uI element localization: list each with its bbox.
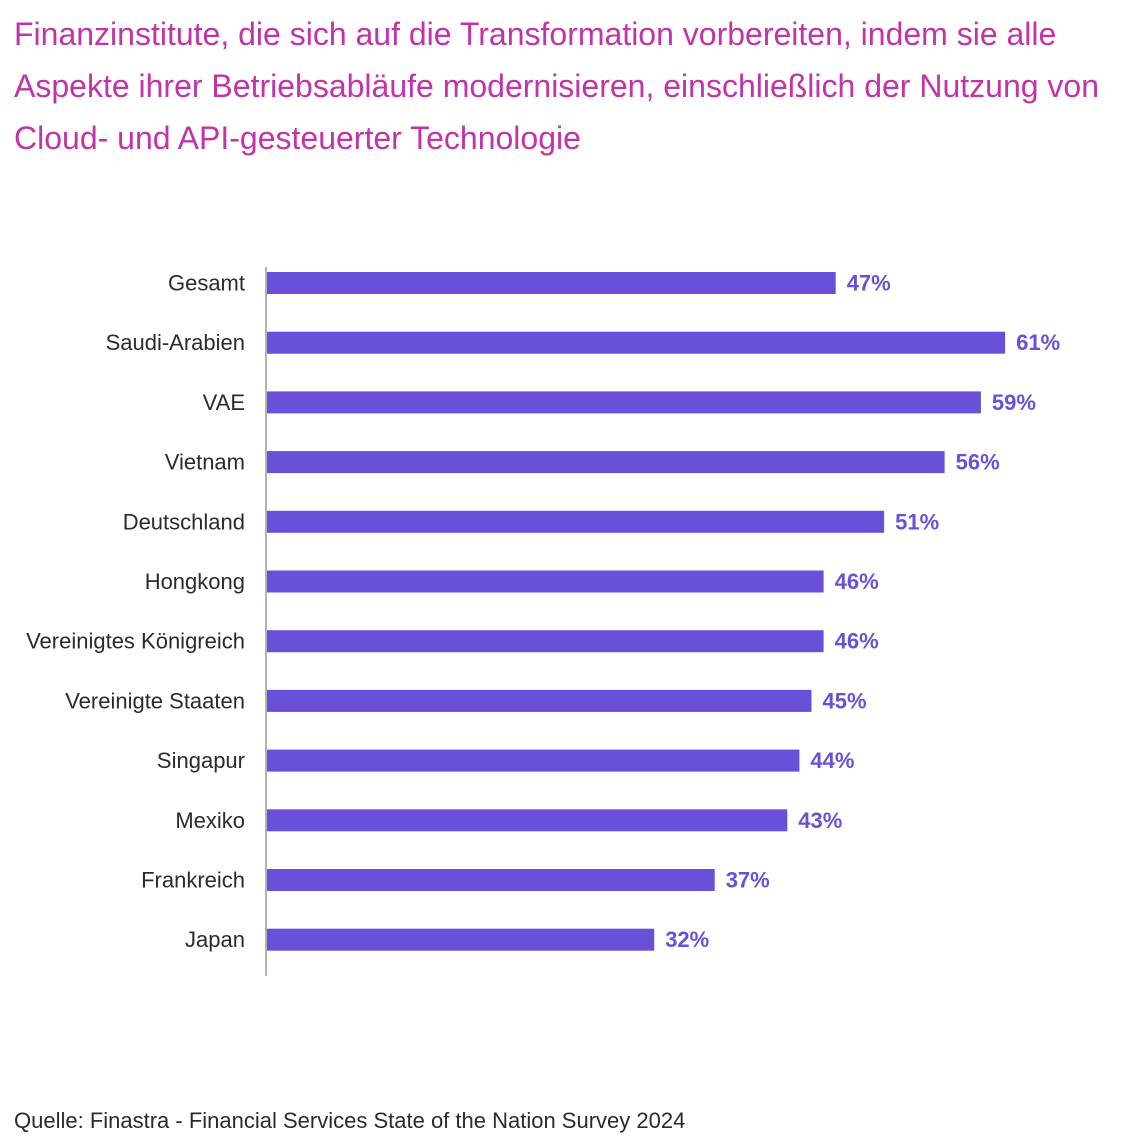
source-note: Quelle: Finastra - Financial Services St… <box>14 1108 686 1133</box>
bar <box>267 809 788 832</box>
category-label: Saudi-Arabien <box>106 330 245 355</box>
value-label: 43% <box>798 808 842 833</box>
value-label: 44% <box>810 748 854 773</box>
category-label: Japan <box>185 927 245 952</box>
value-label: 61% <box>1016 330 1060 355</box>
category-label: Vereinigte Staaten <box>65 688 245 713</box>
value-label: 45% <box>823 688 867 713</box>
bars-group <box>267 272 1006 951</box>
bar <box>267 869 715 891</box>
category-label: Hongkong <box>145 569 245 594</box>
bar <box>267 510 885 533</box>
bar <box>267 570 824 593</box>
bar <box>267 451 945 474</box>
bar <box>267 331 1006 354</box>
value-label: 37% <box>726 868 770 893</box>
category-label: Singapur <box>157 748 245 773</box>
value-labels-group: 47% 61% 59% 56% 51% 46% 46% 45% 44% 43% 37% 32% <box>665 271 1060 953</box>
bar <box>267 630 824 653</box>
value-label: 46% <box>835 629 879 654</box>
bar <box>267 689 812 712</box>
category-label: Frankreich <box>141 868 245 893</box>
value-label: 32% <box>665 927 709 952</box>
bar <box>267 272 836 294</box>
bar <box>267 749 800 772</box>
value-label: 46% <box>835 569 879 594</box>
category-label: Gesamt <box>168 271 245 296</box>
value-label: 47% <box>847 271 891 296</box>
value-label: 56% <box>956 450 1000 475</box>
value-label: 51% <box>895 509 939 534</box>
category-label: Vietnam <box>165 450 245 475</box>
bar <box>267 391 981 414</box>
category-label: VAE <box>203 390 245 415</box>
category-label: Vereinigtes Königreich <box>26 629 245 654</box>
chart-title: Finanzinstitute, die sich auf die Transf… <box>14 16 1100 156</box>
bar <box>267 928 655 951</box>
value-label: 59% <box>992 390 1036 415</box>
category-label: Mexiko <box>175 808 245 833</box>
bar-chart: Gesamt Saudi-Arabien VAE Vietnam Deutschland… <box>26 267 1060 976</box>
category-labels-group: Gesamt Saudi-Arabien VAE Vietnam Deutschland… <box>26 271 245 953</box>
category-label: Deutschland <box>123 509 245 534</box>
